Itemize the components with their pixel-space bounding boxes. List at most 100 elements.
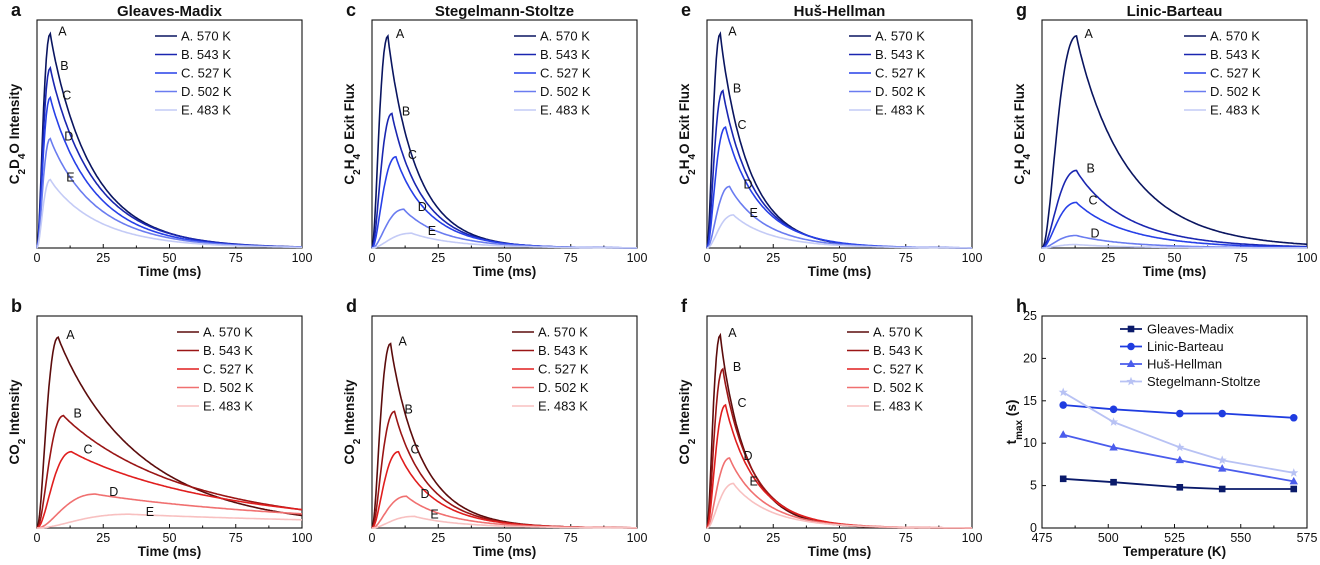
curve-label: A (1084, 27, 1093, 41)
x-axis-label: Time (ms) (473, 264, 537, 279)
marker-triangle (1289, 476, 1298, 485)
marker-square (1110, 478, 1117, 486)
curve-label: B (405, 402, 413, 416)
marker-circle (1176, 409, 1184, 418)
curve-label: D (744, 449, 753, 463)
panel-c: c Stegelmann-Stoltze 0 25 50 75 100 Time (ms) C2… (342, 0, 647, 279)
series-line (36, 95, 302, 249)
x-tick-label: 475 (1032, 531, 1053, 545)
x-tick-label: 550 (1230, 531, 1251, 545)
plot-frame (36, 315, 303, 529)
x-tick-label: 75 (564, 531, 578, 545)
curve-label: B (1086, 161, 1094, 175)
marker-square (1290, 485, 1298, 493)
x-tick-label: 25 (1101, 251, 1115, 265)
x-axis-label: Time (ms) (808, 264, 872, 279)
x-tick-label: 0 (34, 531, 41, 545)
series-line (37, 513, 302, 529)
series-line (371, 112, 637, 249)
curve-label: A (728, 326, 737, 340)
marker-triangle (1175, 455, 1184, 464)
x-tick-label: 75 (229, 531, 243, 545)
curve-label: D (418, 200, 427, 214)
legend-entry: A. 570 K (181, 29, 231, 44)
x-tick-label: 75 (899, 251, 913, 265)
series-line (371, 232, 638, 249)
x-tick-label: 100 (962, 531, 983, 545)
curve-label: D (1090, 226, 1099, 240)
curve-label: C (738, 118, 747, 132)
legend-entry: D. 502 K (540, 84, 591, 99)
plot-frame (706, 315, 973, 529)
series-line (706, 457, 972, 529)
series-line (36, 450, 303, 529)
series-line (706, 332, 972, 529)
legend-entry: A. 570 K (203, 325, 253, 340)
legend-entry: A. 570 K (540, 29, 590, 44)
x-tick-label: 75 (564, 251, 578, 265)
y-tick-label: 0 (1030, 521, 1037, 535)
legend-entry: B. 543 K (875, 47, 925, 62)
x-tick-label: 50 (833, 251, 847, 265)
marker-star (1058, 387, 1068, 397)
curve-label: A (399, 335, 408, 349)
legend-entry: B. 543 K (540, 47, 590, 62)
x-axis-label: Time (ms) (808, 544, 872, 559)
legend-entry: D. 502 K (538, 380, 589, 395)
series-line (706, 214, 972, 249)
series-line (36, 178, 302, 249)
x-axis-label: Time (ms) (138, 544, 202, 559)
x-tick-label: 25 (96, 531, 110, 545)
legend-entry: D. 502 K (873, 380, 924, 395)
legend-entry: Stegelmann-Stoltze (1147, 374, 1260, 389)
panel-f: f 0 25 50 75 100 Time (ms) CO2 Intensity A A. 570… (677, 296, 982, 559)
marker-star (1109, 417, 1119, 426)
legend-entry: E. 483 K (1210, 103, 1260, 118)
series-line (36, 31, 303, 249)
panel-title: Stegelmann-Stoltze (435, 3, 574, 20)
marker-star (1217, 455, 1227, 464)
legend-entry: C. 527 K (181, 66, 232, 81)
curve-label: D (109, 485, 118, 499)
panel-letter: a (11, 0, 22, 20)
x-tick-label: 100 (1297, 251, 1318, 265)
curve-label: B (733, 360, 741, 374)
panel-letter: e (681, 0, 691, 20)
marker-circle (1109, 405, 1118, 414)
legend-entry: Huš-Hellman (1147, 357, 1222, 372)
legend-entry: C. 527 K (1210, 66, 1261, 81)
y-tick-label: 25 (1023, 309, 1037, 323)
series-line (1041, 169, 1307, 249)
curve-label: A (396, 27, 405, 41)
curve-label: B (74, 407, 82, 421)
series-line (36, 137, 302, 249)
y-axis-label: CO2 Intensity (677, 379, 698, 465)
panel-b: b 0 25 50 75 100 Time (ms) CO2 Intensity A A. 570… (7, 296, 312, 559)
y-tick-label: 15 (1023, 394, 1037, 408)
x-tick-label: 75 (229, 251, 243, 265)
x-axis-label: Temperature (K) (1123, 544, 1226, 559)
legend-entry: A. 570 K (873, 325, 923, 340)
legend-entry: E. 483 K (181, 103, 231, 118)
x-tick-label: 25 (431, 531, 445, 545)
curve-label: C (1088, 193, 1097, 207)
panel-d: d 0 25 50 75 100 Time (ms) CO2 Intensity A A. 570… (342, 296, 647, 559)
y-axis-label: C2H4O Exit Flux (1012, 83, 1033, 185)
y-axis-label: CO2 Intensity (7, 379, 28, 465)
marker-triangle (1109, 442, 1118, 451)
x-tick-label: 50 (1168, 251, 1182, 265)
marker-star (1126, 376, 1136, 386)
legend-entry: C. 527 K (203, 362, 254, 377)
panel-title: Huš-Hellman (794, 3, 886, 20)
x-tick-label: 525 (1164, 531, 1185, 545)
series-line (706, 482, 972, 529)
y-tick-label: 20 (1023, 351, 1037, 365)
marker-star (1175, 442, 1185, 452)
panel-letter: f (681, 296, 688, 316)
curve-label: C (83, 443, 92, 457)
panel-h: h 475 500 525 550 575 Temperature (K) 0 5 10 15 20 2… (1004, 296, 1317, 559)
curve-label: D (420, 487, 429, 501)
x-tick-label: 75 (899, 531, 913, 545)
legend-entry: D. 502 K (1210, 84, 1261, 99)
x-tick-label: 0 (1039, 251, 1046, 265)
